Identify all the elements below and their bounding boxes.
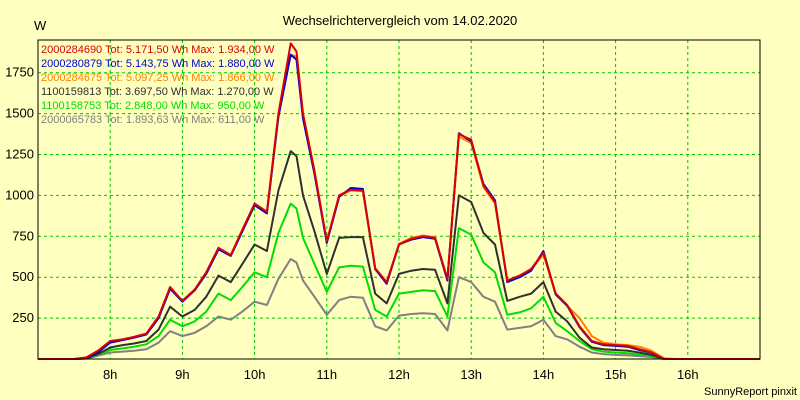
series-layer [38, 42, 760, 360]
legend-entry-1100158753: 1100158753 Tot: 2.848,00 Wh Max: 950,00 … [41, 100, 265, 112]
axis-layer: 8h 9h 10h 11h 12h 13h 14h 15h 16h 250 500 750 1000 12… [5, 65, 699, 382]
y-axis-label: W [34, 18, 47, 33]
legend-entry-1100159813: 1100159813 Tot: 3.697,50 Wh Max: 1.270,0… [41, 86, 274, 98]
x-tick-label: 13h [460, 367, 482, 382]
x-tick-label: 12h [388, 367, 410, 382]
x-tick-label: 9h [175, 367, 189, 382]
y-tick-label: 500 [12, 269, 34, 284]
x-tick-label: 8h [103, 367, 117, 382]
legend-entry-2000065783: 2000065783 Tot: 1.893,63 Wh Max: 611,00 … [41, 114, 265, 126]
x-tick-label: 11h [316, 367, 337, 382]
plot-frame [37, 39, 761, 360]
x-tick-label: 15h [605, 367, 627, 382]
y-tick-label: 1000 [5, 187, 34, 202]
grid-layer [38, 40, 760, 359]
legend: 2000284690 Tot: 5.171,50 Wh Max: 1.934,0… [41, 44, 275, 126]
legend-entry-2000284675: 2000284675 Tot: 5.097,25 Wh Max: 1.866,0… [41, 72, 275, 84]
legend-entry-2000284690: 2000284690 Tot: 5.171,50 Wh Max: 1.934,0… [41, 44, 275, 56]
y-tick-label: 1750 [5, 65, 34, 80]
footer-credit: SunnyReport pinxit [704, 386, 797, 398]
series-line-2000065783 [38, 258, 760, 360]
y-tick-label: 750 [12, 228, 34, 243]
x-tick-label: 14h [533, 367, 555, 382]
series-line-1100158753 [38, 202, 760, 360]
legend-entry-2000280879: 2000280879 Tot: 5.143,75 Wh Max: 1.880,0… [41, 58, 275, 70]
series-line-2000284690 [38, 42, 760, 360]
chart-title: Wechselrichtervergleich vom 14.02.2020 [283, 13, 518, 28]
series-line-1100159813 [38, 150, 760, 360]
y-tick-label: 1500 [5, 106, 34, 121]
y-tick-label: 250 [12, 310, 34, 325]
x-tick-label: 16h [677, 367, 699, 382]
x-tick-label: 10h [244, 367, 266, 382]
y-tick-label: 1250 [5, 147, 34, 162]
